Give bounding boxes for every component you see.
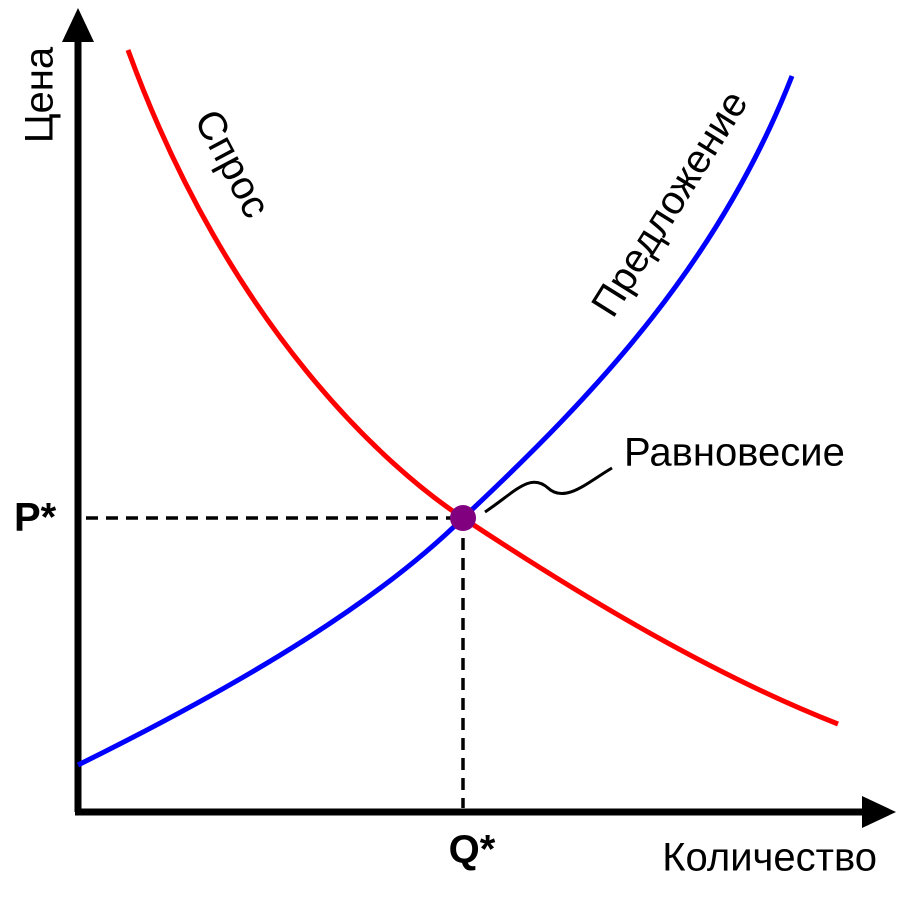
equilibrium-leader — [484, 466, 613, 514]
x-axis-arrow — [862, 796, 896, 828]
quantity-label: Q* — [449, 828, 496, 872]
y-axis-label: Цена — [18, 46, 62, 143]
y-axis-arrow — [62, 8, 94, 42]
equilibrium-point — [450, 505, 476, 531]
price-label: P* — [14, 496, 57, 540]
x-axis-label: Количество — [662, 836, 877, 880]
equilibrium-label: Равновесие — [624, 431, 845, 475]
